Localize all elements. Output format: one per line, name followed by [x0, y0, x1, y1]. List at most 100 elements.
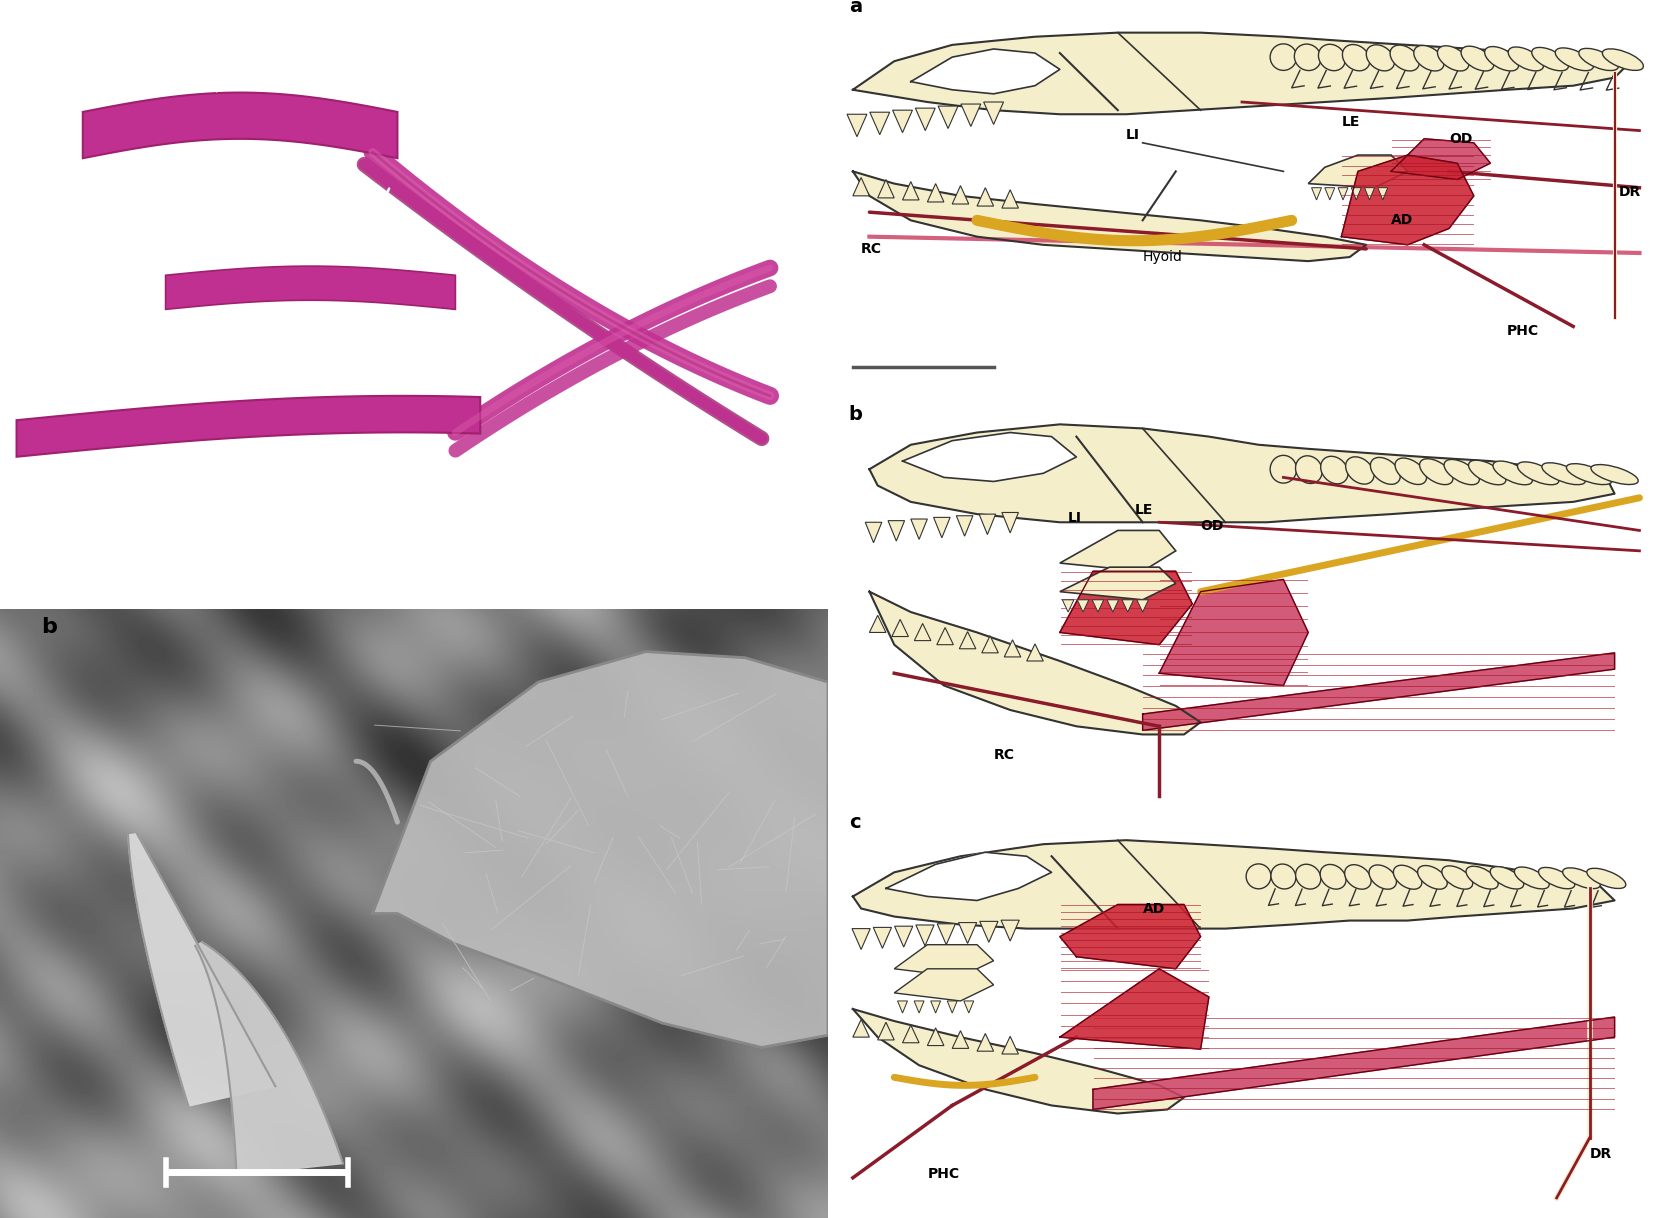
Ellipse shape — [1317, 44, 1344, 71]
Ellipse shape — [1577, 49, 1617, 71]
Polygon shape — [892, 110, 912, 133]
Polygon shape — [927, 1028, 943, 1045]
Polygon shape — [872, 927, 890, 949]
Ellipse shape — [1294, 456, 1321, 484]
Polygon shape — [1092, 1017, 1614, 1110]
Text: RC: RC — [993, 748, 1015, 762]
Text: Lower jaw: Lower jaw — [17, 248, 93, 263]
Text: PHC: PHC — [1506, 324, 1537, 337]
Text: LI: LI — [1125, 128, 1139, 141]
Polygon shape — [1076, 599, 1089, 611]
Polygon shape — [1106, 599, 1119, 611]
Polygon shape — [902, 1026, 919, 1043]
Polygon shape — [127, 833, 275, 1106]
Ellipse shape — [1562, 868, 1599, 889]
Ellipse shape — [1465, 866, 1498, 889]
Polygon shape — [976, 1034, 993, 1051]
Ellipse shape — [1490, 866, 1523, 889]
Polygon shape — [1122, 599, 1132, 611]
Text: OD: OD — [1448, 132, 1471, 146]
Text: Upper jaw
(pharyngobranchial): Upper jaw (pharyngobranchial) — [66, 61, 222, 94]
Ellipse shape — [1418, 459, 1451, 485]
Ellipse shape — [1602, 49, 1642, 71]
Polygon shape — [914, 624, 930, 641]
Text: Ceratobranchial: Ceratobranchial — [311, 576, 434, 591]
Polygon shape — [1001, 190, 1018, 208]
Polygon shape — [933, 518, 950, 538]
Text: PHC: PHC — [927, 1167, 958, 1180]
Polygon shape — [1350, 188, 1360, 200]
Polygon shape — [892, 620, 909, 637]
Polygon shape — [852, 840, 1614, 928]
PathPatch shape — [166, 267, 455, 309]
Ellipse shape — [1516, 462, 1557, 485]
Polygon shape — [372, 652, 828, 1047]
Ellipse shape — [1508, 48, 1542, 71]
Polygon shape — [963, 1001, 973, 1013]
Text: AD: AD — [1142, 901, 1163, 916]
Polygon shape — [1059, 905, 1200, 968]
Polygon shape — [910, 49, 1059, 94]
Ellipse shape — [1513, 867, 1549, 889]
Ellipse shape — [1485, 46, 1518, 71]
Ellipse shape — [1365, 45, 1394, 71]
Polygon shape — [983, 102, 1003, 124]
Ellipse shape — [1460, 46, 1493, 71]
Polygon shape — [894, 926, 912, 948]
Polygon shape — [1001, 513, 1018, 533]
Ellipse shape — [1346, 457, 1374, 484]
Polygon shape — [195, 942, 343, 1175]
Polygon shape — [1307, 155, 1407, 188]
Ellipse shape — [1413, 45, 1443, 71]
Polygon shape — [1142, 653, 1614, 731]
Polygon shape — [915, 108, 935, 130]
Ellipse shape — [1319, 865, 1346, 889]
Polygon shape — [902, 432, 1076, 481]
Polygon shape — [902, 181, 919, 200]
Polygon shape — [927, 184, 943, 202]
Polygon shape — [869, 592, 1200, 734]
Polygon shape — [877, 179, 894, 197]
Polygon shape — [869, 112, 889, 135]
Polygon shape — [1390, 139, 1490, 179]
Text: LE: LE — [1341, 116, 1359, 129]
Polygon shape — [1026, 644, 1043, 661]
Ellipse shape — [1585, 868, 1625, 888]
PathPatch shape — [83, 93, 397, 158]
Polygon shape — [894, 945, 993, 977]
Polygon shape — [887, 520, 904, 541]
Polygon shape — [930, 1001, 940, 1013]
Polygon shape — [1059, 568, 1175, 599]
Polygon shape — [957, 515, 973, 536]
Polygon shape — [846, 114, 867, 136]
Polygon shape — [852, 1009, 1183, 1113]
Ellipse shape — [1566, 464, 1610, 485]
Ellipse shape — [1417, 866, 1446, 889]
Polygon shape — [1059, 968, 1208, 1049]
Ellipse shape — [1269, 44, 1296, 71]
Polygon shape — [1337, 188, 1347, 200]
Text: a: a — [20, 18, 36, 38]
Text: a: a — [849, 0, 861, 16]
Polygon shape — [947, 1001, 957, 1013]
Ellipse shape — [1541, 463, 1584, 485]
Polygon shape — [978, 514, 995, 535]
Ellipse shape — [1437, 46, 1468, 71]
Ellipse shape — [1370, 458, 1400, 485]
Ellipse shape — [1394, 458, 1425, 485]
Text: b: b — [849, 406, 862, 424]
Ellipse shape — [1442, 866, 1471, 889]
Polygon shape — [885, 853, 1051, 900]
Polygon shape — [852, 928, 871, 950]
Polygon shape — [894, 968, 993, 1001]
Text: AD: AD — [1390, 213, 1412, 228]
Polygon shape — [937, 923, 955, 945]
Polygon shape — [852, 33, 1630, 114]
Ellipse shape — [1554, 48, 1592, 71]
Polygon shape — [864, 523, 882, 543]
Ellipse shape — [1344, 865, 1370, 889]
Polygon shape — [1000, 920, 1019, 942]
Ellipse shape — [1269, 864, 1296, 889]
Polygon shape — [1092, 599, 1102, 611]
Polygon shape — [1063, 599, 1074, 611]
